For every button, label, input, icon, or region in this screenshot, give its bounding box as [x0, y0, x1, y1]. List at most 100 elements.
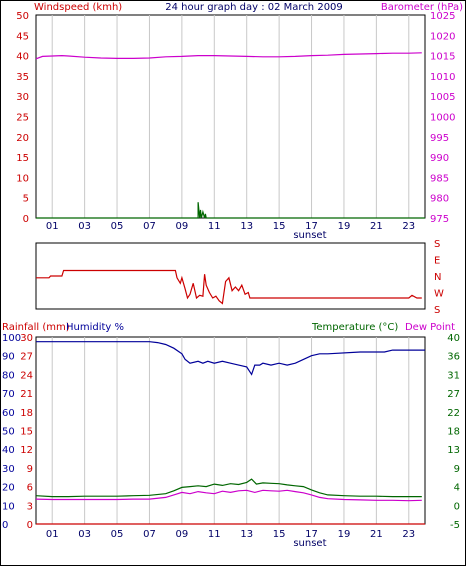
temperature-tick-label: 13	[447, 445, 460, 456]
humidity-tick-label: 60	[2, 408, 15, 419]
rainfall-tick-label: 24	[20, 370, 33, 381]
x-tick-label: 09	[176, 529, 189, 540]
rainfall-tick-label: 3	[27, 501, 33, 512]
x-tick-label: 21	[370, 221, 383, 232]
sunset-label: sunset	[293, 538, 326, 549]
temperature-tick-label: 27	[447, 389, 460, 400]
humidity-axis-label: Humidity %	[66, 322, 124, 333]
x-tick-label: 17	[305, 529, 318, 540]
windspeed-tick-label: 10	[16, 173, 29, 184]
wind-baro-plot-area	[35, 14, 426, 219]
temperature-tick-label: 40	[447, 333, 460, 344]
barometer-tick-label: 1005	[430, 92, 455, 103]
x-tick-label: 01	[46, 529, 59, 540]
humidity-tick-label: 20	[2, 483, 15, 494]
temperature-tick-label: 36	[447, 352, 460, 363]
windspeed-tick-label: 50	[16, 11, 29, 22]
barometer-tick-label: 990	[430, 153, 449, 164]
wind-direction-tick-label: N	[434, 272, 441, 283]
x-tick-label: 01	[46, 221, 59, 232]
rainfall-tick-label: 0	[27, 520, 33, 531]
x-tick-label: 21	[370, 529, 383, 540]
rainfall-axis-label: Rainfall (mm)	[2, 322, 70, 333]
humidity-tick-label: 70	[2, 389, 15, 400]
temperature-tick-label: 4	[454, 483, 460, 494]
windspeed-tick-label: 15	[16, 153, 29, 164]
temperature-tick-label: 9	[454, 464, 460, 475]
chart-title: 24 hour graph day : 02 March 2009	[165, 2, 343, 13]
humidity-tick-label: 90	[2, 352, 15, 363]
barometer-axis-label: Barometer (hPa)	[381, 2, 463, 13]
x-tick-label: 05	[111, 221, 124, 232]
barometer-tick-label: 1010	[430, 72, 455, 83]
temperature-tick-label: 22	[447, 408, 460, 419]
windspeed-tick-label: 35	[16, 72, 29, 83]
x-tick-label: 07	[143, 529, 156, 540]
x-tick-label: 13	[240, 529, 253, 540]
wind-direction-tick-label: S	[434, 305, 440, 316]
x-tick-label: 13	[240, 221, 253, 232]
sunset-label: sunset	[293, 230, 326, 241]
temperature-axis-label: Temperature (°C)	[311, 322, 398, 333]
x-tick-label: 17	[305, 221, 318, 232]
x-tick-label: 23	[402, 529, 415, 540]
rainfall-tick-label: 27	[20, 352, 33, 363]
x-tick-label: 11	[208, 529, 221, 540]
x-tick-label: 03	[78, 529, 91, 540]
barometer-tick-label: 1015	[430, 52, 455, 63]
barometer-tick-label: 985	[430, 173, 449, 184]
windspeed-tick-label: 25	[16, 113, 29, 124]
wind-direction-tick-label: E	[434, 256, 440, 267]
rainfall-tick-label: 9	[27, 464, 33, 475]
windspeed-tick-label: 30	[16, 92, 29, 103]
barometer-tick-label: 995	[430, 133, 449, 144]
x-tick-label: 23	[402, 221, 415, 232]
x-tick-label: 19	[338, 529, 351, 540]
wind-direction-plot-area	[35, 242, 426, 310]
wind-direction-tick-label: S	[434, 239, 440, 250]
barometer-tick-label: 975	[430, 214, 449, 225]
humidity-tick-label: 10	[2, 501, 15, 512]
humidity-tick-label: 0	[2, 520, 8, 531]
humidity-tick-label: 80	[2, 370, 15, 381]
wind-direction-line	[36, 269, 422, 305]
temperature-line	[35, 478, 422, 498]
x-tick-label: 11	[208, 221, 221, 232]
rainfall-tick-label: 15	[20, 427, 33, 438]
rainfall-tick-label: 18	[20, 408, 33, 419]
windspeed-tick-label: 40	[16, 52, 29, 63]
dew-point-line	[35, 489, 422, 502]
x-tick-label: 09	[176, 221, 189, 232]
windspeed-tick-label: 45	[16, 31, 29, 42]
humidity-tick-label: 30	[2, 464, 15, 475]
barometer-tick-label: 1000	[430, 113, 455, 124]
x-tick-label: 19	[338, 221, 351, 232]
barometer-tick-label: 1020	[430, 31, 455, 42]
humidity-tick-label: 100	[2, 333, 21, 344]
x-tick-label: 15	[273, 221, 286, 232]
rainfall-tick-label: 12	[20, 445, 33, 456]
rainfall-tick-label: 30	[20, 333, 33, 344]
x-tick-label: 05	[111, 529, 124, 540]
barometer-line	[35, 52, 422, 60]
temperature-tick-label: 31	[447, 370, 460, 381]
temperature-tick-label: -5	[450, 520, 460, 531]
dew-point-axis-label: Dew Point	[405, 322, 455, 333]
temperature-tick-label: 18	[447, 427, 460, 438]
windspeed-tick-label: 5	[23, 194, 29, 205]
humidity-tick-label: 50	[2, 427, 15, 438]
rainfall-tick-label: 6	[27, 483, 33, 494]
windspeed-tick-label: 20	[16, 133, 29, 144]
rainfall-tick-label: 21	[20, 389, 33, 400]
x-tick-label: 07	[143, 221, 156, 232]
windspeed-line	[36, 202, 425, 219]
barometer-tick-label: 980	[430, 194, 449, 205]
windspeed-axis-label: Windspeed (kmh)	[34, 2, 122, 13]
x-tick-label: 03	[78, 221, 91, 232]
x-tick-label: 15	[273, 529, 286, 540]
wind-direction-tick-label: W	[434, 289, 444, 300]
windspeed-tick-label: 0	[23, 214, 29, 225]
humidity-line	[36, 341, 425, 376]
humidity-tick-label: 40	[2, 445, 15, 456]
